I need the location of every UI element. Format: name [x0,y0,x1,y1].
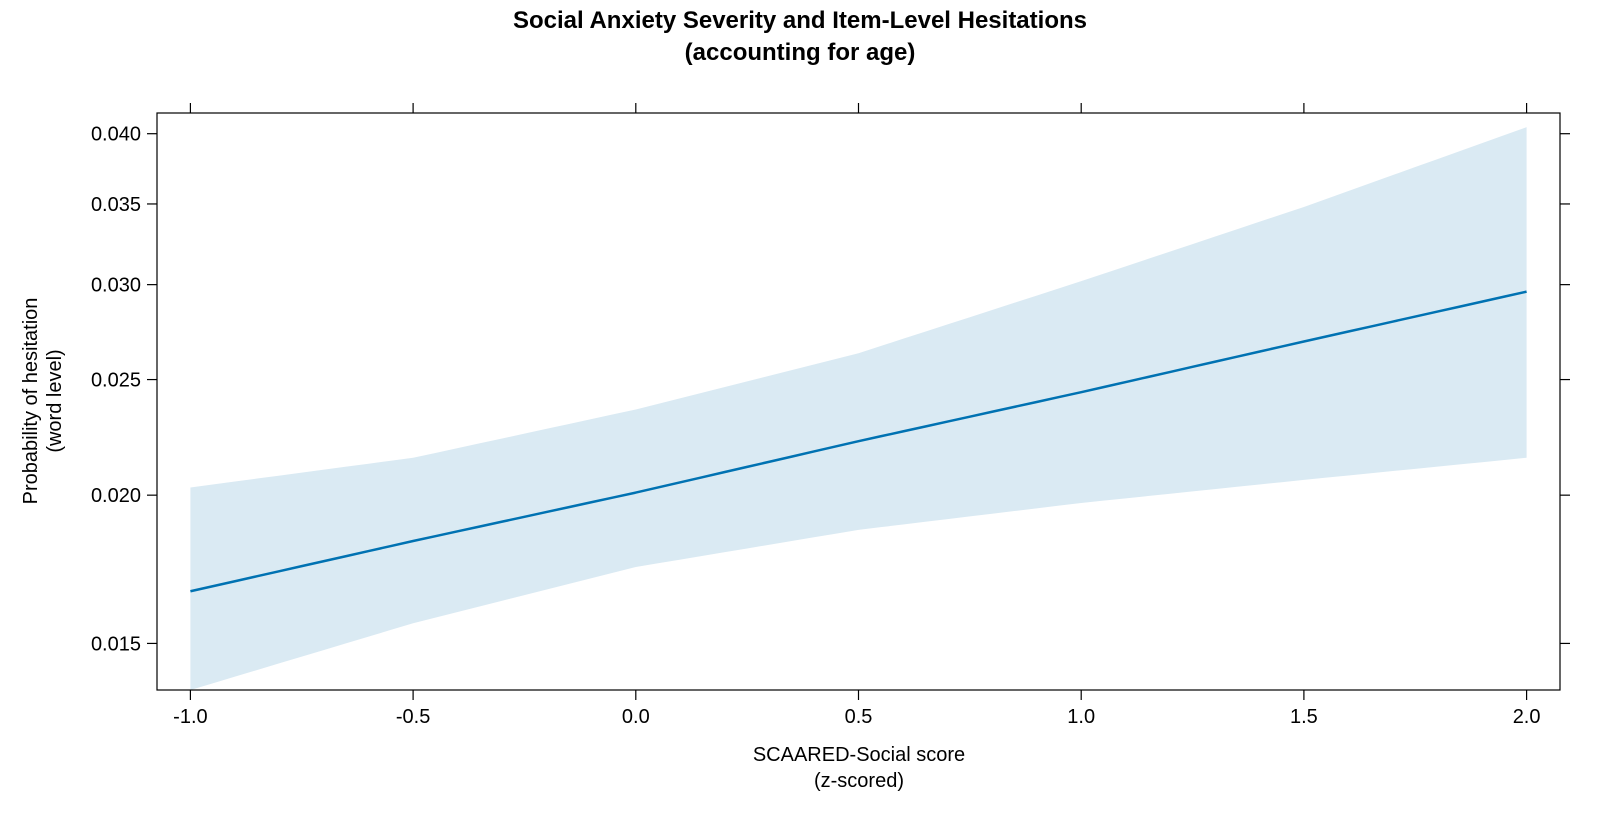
chart-subtitle: (accounting for age) [685,39,916,66]
fit-line-layer [190,290,1527,593]
y-tick-label: 0.020 [91,485,141,507]
y-axis-ticks: 0.015 0.020 0.025 0.030 0.035 0.040 [91,124,1570,655]
x-axis-ticks: -1.0 -0.5 0.0 0.5 1.0 1.5 2.0 [173,103,1541,728]
x-tick-label: 0.5 [845,706,873,728]
y-axis-label-sub: (word level) [44,349,66,452]
x-tick-label: 1.5 [1290,706,1318,728]
y-tick-label: 0.035 [91,194,141,216]
y-tick-label: 0.025 [91,370,141,392]
x-tick-label: -0.5 [396,706,430,728]
y-tick-label: 0.040 [91,124,141,146]
y-tick-label: 0.030 [91,275,141,297]
y-tick-label: 0.015 [91,633,141,655]
x-tick-label: -1.0 [173,706,207,728]
fit-line [190,290,1527,593]
confidence-band [190,127,1527,690]
chart-title: Social Anxiety Severity and Item-Level H… [513,7,1087,34]
y-axis-label: Probability of hesitation [20,298,42,505]
x-tick-label: 2.0 [1513,706,1541,728]
x-tick-label: 1.0 [1067,706,1095,728]
confidence-band-layer [190,127,1527,690]
x-tick-label: 0.0 [622,706,650,728]
x-axis-label-sub: (z-scored) [814,770,904,792]
x-axis-label: SCAARED-Social score [753,744,965,766]
